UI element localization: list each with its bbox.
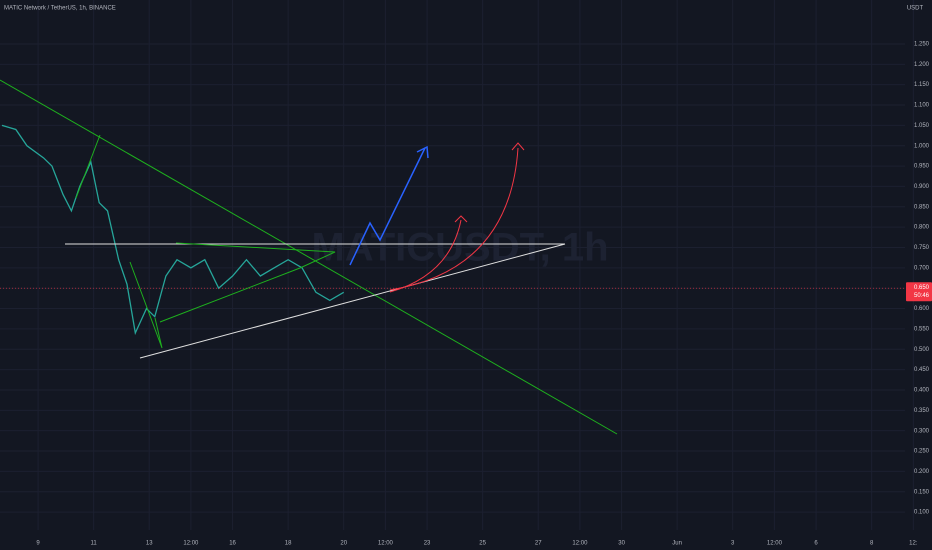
x-tick-label: Jun (672, 541, 682, 547)
x-tick-label: 20 (340, 541, 347, 547)
x-tick-label: 30 (618, 541, 625, 547)
triangle (159, 242, 336, 323)
y-tick-label: 1.250 (914, 42, 930, 48)
x-tick-label: 13 (146, 541, 153, 547)
y-tick-label: 0.150 (914, 489, 930, 495)
y-tick-label: 0.750 (914, 245, 930, 251)
red-arrowhead (511, 142, 525, 151)
y-tick-label: 0.250 (914, 449, 930, 455)
x-tick-label: 6 (814, 541, 818, 547)
blue-arrowhead (416, 145, 429, 159)
blue-arrow (349, 147, 426, 266)
support-line (139, 243, 566, 359)
y-tick-label: 0.200 (914, 469, 930, 475)
x-tick-label: 12:00 (183, 541, 199, 547)
y-tick-label: 0.800 (914, 225, 930, 231)
x-tick-label: 18 (285, 541, 292, 547)
y-tick-label: 0.850 (914, 204, 930, 210)
y-tick-label: 0.300 (914, 428, 930, 434)
red-arrowhead (454, 215, 468, 223)
y-tick-label: 0.100 (914, 510, 930, 516)
x-tick-label: 8 (870, 541, 874, 547)
x-tick-label: 12:00 (767, 541, 783, 547)
y-tick-label: 1.150 (914, 82, 930, 88)
x-tick-label: 9 (36, 541, 40, 547)
y-tick-label: 1.000 (914, 143, 930, 149)
x-tick-label: 11 (91, 541, 98, 547)
y-tick-label: 1.050 (914, 123, 930, 129)
x-tick-label: 12:00 (572, 541, 588, 547)
x-tick-label: 12:00 (378, 541, 394, 547)
y-tick-label: 0.450 (914, 367, 930, 373)
y-tick-label: 1.100 (914, 103, 930, 109)
y-tick-label: 0.550 (914, 326, 930, 332)
trendline (0, 79, 618, 435)
watermark: MATICUSDT, 1h (311, 226, 608, 270)
plot (0, 124, 905, 336)
last-price-label: 0.650 (914, 285, 930, 291)
y-tick-label: 0.350 (914, 408, 930, 414)
wedge (129, 261, 163, 349)
unit-label: USDT (907, 6, 924, 12)
axes: 0.100 0.150 0.200 0.250 0.300 0.350 0.400 0.450… (36, 42, 932, 547)
y-tick-label: 0.900 (914, 184, 930, 190)
red-arrow-large (389, 147, 519, 291)
countdown-label: 50:46 (914, 293, 930, 299)
y-tick-label: 1.200 (914, 62, 930, 68)
y-tick-label: 0.700 (914, 265, 930, 271)
y-tick-label: 0.500 (914, 347, 930, 353)
x-tick-label: 25 (479, 541, 486, 547)
last-price-box (906, 282, 932, 302)
y-tick-label: 0.950 (914, 164, 930, 170)
x-tick-label: 16 (229, 541, 236, 547)
y-tick-label: 0.400 (914, 388, 930, 394)
x-tick-label: 3 (731, 541, 735, 547)
y-tick-label: 0.600 (914, 306, 930, 312)
flag-line (75, 134, 101, 199)
drawings (0, 79, 618, 435)
x-tick-label: 23 (424, 541, 431, 547)
price-line (1, 124, 345, 336)
symbol-title: MATIC Network / TetherUS, 1h, BINANCE (4, 6, 116, 12)
x-tick-label: 27 (535, 541, 542, 547)
x-tick-label: 12: (909, 541, 918, 547)
